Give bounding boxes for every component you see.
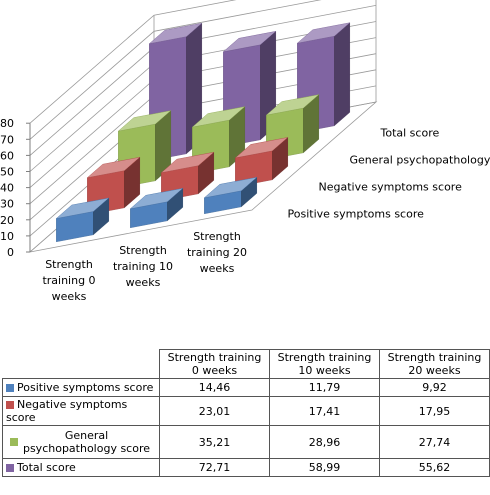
table-header-cell: Strength training 10 weeks xyxy=(269,349,380,379)
table-corner xyxy=(3,350,160,379)
bar-top xyxy=(148,22,203,45)
bar xyxy=(296,22,351,134)
series-label: General psychopathology score xyxy=(350,154,490,167)
row-label: Total score xyxy=(17,461,76,474)
table-cell: 23,01 xyxy=(159,396,270,426)
row-label-cell: General psychopathology score xyxy=(2,425,160,459)
x-tick-label: Strength training 0 weeks xyxy=(42,258,95,303)
chart-axes xyxy=(26,122,31,253)
table-row: General psychopathology score 35,21 28,9… xyxy=(2,425,490,459)
row-label-cell: Negative symptoms score xyxy=(2,396,160,426)
row-label-cell: Total score xyxy=(2,458,160,477)
y-tick-label: 20 xyxy=(0,214,14,227)
row-label-cell: Positive symptoms score xyxy=(2,378,160,397)
table-cell: 14,46 xyxy=(159,378,270,397)
table-cell: 11,79 xyxy=(269,378,380,397)
bar-top xyxy=(265,94,320,116)
bar-top xyxy=(117,110,172,132)
x-tick-label: Strength training 10 weeks xyxy=(113,244,173,289)
chart-bars xyxy=(55,22,351,243)
table-cell: 17,41 xyxy=(269,396,380,426)
table-cell: 35,21 xyxy=(159,425,270,459)
table-cell: 27,74 xyxy=(379,425,490,459)
table-header-cell: Strength training 20 weeks xyxy=(379,349,490,379)
y-tick-label: 60 xyxy=(0,149,14,162)
y-tick-label: 30 xyxy=(0,198,14,211)
table-header-cell: Strength training 0 weeks xyxy=(159,349,270,379)
table-row: Total score 72,71 58,99 55,62 xyxy=(2,458,490,477)
y-tick-label: 0 xyxy=(7,246,14,259)
bar-top xyxy=(191,106,246,128)
bar-top xyxy=(129,187,184,210)
y-tick-label: 40 xyxy=(0,182,14,195)
y-tick-label: 70 xyxy=(0,133,14,146)
legend-swatch xyxy=(6,464,14,472)
y-tick-label: 80 xyxy=(0,117,14,130)
row-label: General psychopathology score xyxy=(22,429,151,455)
table-cell: 9,92 xyxy=(379,378,490,397)
table-cell: 17,95 xyxy=(379,396,490,426)
bar-top xyxy=(160,151,215,174)
bar-top xyxy=(86,156,141,179)
bar xyxy=(129,187,184,229)
row-label: Positive symptoms score xyxy=(17,381,154,394)
bar xyxy=(55,197,110,243)
table-cell: 72,71 xyxy=(159,458,270,477)
bar-top xyxy=(222,30,277,53)
series-label: Total score xyxy=(380,127,440,140)
bar-top xyxy=(296,22,351,44)
legend-swatch xyxy=(6,384,14,392)
chart-3d-bar: 0 10 20 30 40 50 60 70 80 Strength training 0 weeks… xyxy=(0,0,490,303)
table-cell: 58,99 xyxy=(269,458,380,477)
legend-swatch xyxy=(9,438,18,446)
bar-side xyxy=(334,22,350,127)
chart-labels: 0 10 20 30 40 50 60 70 80 Strength training 0 weeks… xyxy=(0,117,490,303)
series-label: Positive symptoms score xyxy=(288,208,425,221)
table-row: Positive symptoms score 14,46 11,79 9,92 xyxy=(2,378,490,397)
y-tick-label: 10 xyxy=(0,230,14,243)
table-cell: 55,62 xyxy=(379,458,490,477)
table-header-row: Strength training 0 weeks Strength train… xyxy=(3,349,490,379)
bar-top xyxy=(203,176,258,199)
row-label: Negative symptoms score xyxy=(6,398,128,424)
series-label: Negative symptoms score xyxy=(319,181,463,194)
x-tick-label: Strength training 20 weeks xyxy=(187,230,247,275)
legend-swatch xyxy=(6,401,14,409)
table-row: Negative symptoms score 23,01 17,41 17,9… xyxy=(2,396,490,426)
bar xyxy=(203,176,258,215)
y-tick-label: 50 xyxy=(0,166,14,179)
bar xyxy=(234,136,289,188)
data-table: Strength training 0 weeks Strength train… xyxy=(2,349,490,477)
bar-top xyxy=(234,137,289,159)
table-cell: 28,96 xyxy=(269,425,380,459)
bar-top xyxy=(55,197,110,219)
